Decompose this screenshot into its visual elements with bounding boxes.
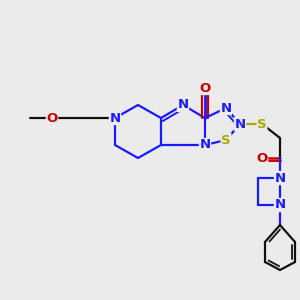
Text: N: N [110, 112, 121, 124]
Text: N: N [234, 118, 246, 130]
Text: O: O [46, 112, 58, 124]
Text: N: N [274, 199, 286, 212]
Text: O: O [256, 152, 268, 164]
Text: N: N [200, 139, 211, 152]
Text: N: N [274, 172, 286, 184]
Text: N: N [177, 98, 189, 112]
Text: O: O [200, 82, 211, 94]
Text: S: S [257, 118, 267, 130]
Text: S: S [221, 134, 231, 146]
Text: N: N [220, 101, 232, 115]
